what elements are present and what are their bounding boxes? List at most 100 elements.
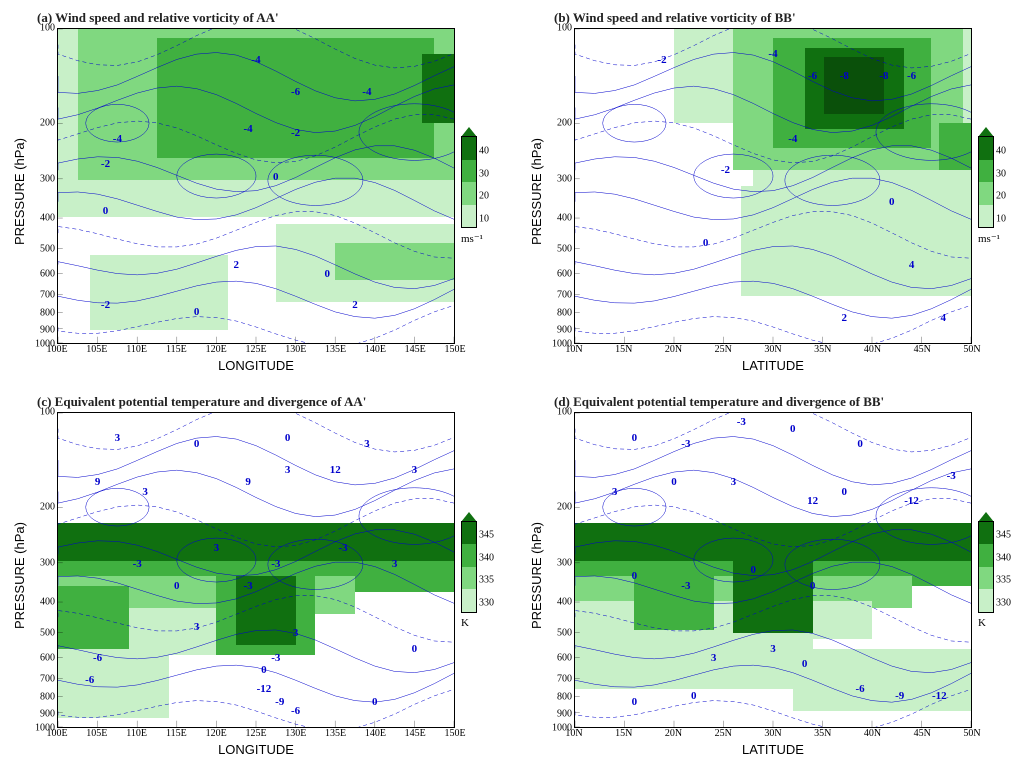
- colorbar-tick: 340: [479, 552, 494, 563]
- xlabel: LATITUDE: [574, 742, 972, 758]
- colorbar: 345340335330K: [461, 412, 497, 728]
- contour-label: -4: [242, 123, 253, 135]
- ytick-label: 600: [40, 268, 55, 279]
- colorbar-unit: ms⁻¹: [461, 232, 483, 245]
- contour-label: 0: [856, 438, 864, 450]
- contour-label: 0: [193, 306, 201, 318]
- xtick-label: 150E: [444, 344, 465, 355]
- ytick-label: 400: [40, 213, 55, 224]
- ytick-label: 600: [40, 652, 55, 663]
- ytick-label: 600: [557, 652, 572, 663]
- contour-label: -8: [878, 70, 889, 82]
- contour-label: -6: [906, 70, 917, 82]
- ytick-label: 200: [557, 502, 572, 513]
- ytick-label: 700: [40, 674, 55, 685]
- contour-label: 3: [363, 438, 371, 450]
- xtick-label: 140E: [365, 728, 386, 739]
- colorbar: 345340335330K: [978, 412, 1014, 728]
- colorbar-tick: 40: [996, 146, 1006, 157]
- xtick-label: 115E: [166, 728, 187, 739]
- ytick-label: 100: [40, 407, 55, 418]
- plot-area: -4-4-4-6-2-2-40020-202: [57, 28, 455, 344]
- panel-c: PRESSURE (hPa)(c) Equivalent potential t…: [10, 394, 497, 758]
- contour-label: 0: [193, 438, 201, 450]
- xtick-label: 25N: [715, 728, 732, 739]
- plot-area: 0-3-300303120-12-30-300330-6-9-1200: [574, 412, 972, 728]
- ylabel: PRESSURE (hPa): [10, 10, 27, 374]
- ytick-label: 200: [40, 118, 55, 129]
- plot-area: 30039393123-33-3-330-333-30-6-6-12-9-600: [57, 412, 455, 728]
- xtick-label: 15N: [615, 344, 632, 355]
- contour-label: -4: [361, 86, 372, 98]
- xtick-label: 50N: [963, 728, 980, 739]
- contour-label: 3: [114, 432, 122, 444]
- xtick-label: 50N: [963, 344, 980, 355]
- contour-label: -4: [767, 48, 778, 60]
- contour-label: 9: [94, 476, 102, 488]
- contour-label: -2: [100, 299, 111, 311]
- ytick-label: 800: [40, 692, 55, 703]
- contour-label: -9: [894, 690, 905, 702]
- xtick-label: 120E: [206, 344, 227, 355]
- colorbar-unit: K: [461, 617, 469, 629]
- contour-label: -3: [680, 580, 691, 592]
- xlabel: LONGITUDE: [57, 358, 455, 374]
- contour-label: 3: [391, 558, 399, 570]
- xtick-label: 15N: [615, 728, 632, 739]
- colorbar-tick: 330: [479, 597, 494, 608]
- colorbar-tick: 340: [996, 552, 1011, 563]
- contour-label: -2: [720, 164, 731, 176]
- contour-label: -6: [290, 705, 301, 717]
- contour-label: -4: [787, 133, 798, 145]
- contour-label: 0: [631, 570, 639, 582]
- contour-label: -6: [84, 674, 95, 686]
- ytick-label: 200: [557, 118, 572, 129]
- ytick-label: 700: [557, 290, 572, 301]
- ytick-label: 800: [557, 692, 572, 703]
- xtick-label: 45N: [914, 728, 931, 739]
- contour-label: 2: [232, 259, 240, 271]
- xtick-label: 100E: [46, 344, 67, 355]
- xtick-label: 20N: [665, 728, 682, 739]
- contour-label: 3: [141, 486, 149, 498]
- xtick-label: 20N: [665, 344, 682, 355]
- xtick-label: 100E: [46, 728, 67, 739]
- contour-label: -3: [338, 542, 349, 554]
- xtick-label: 35N: [814, 344, 831, 355]
- contour-label: -9: [274, 696, 285, 708]
- xtick-label: 110E: [126, 344, 147, 355]
- xtick-label: 110E: [126, 728, 147, 739]
- contour-label: 9: [244, 476, 252, 488]
- contour-label: -4: [250, 54, 261, 66]
- panel-title: (b) Wind speed and relative vorticity of…: [544, 10, 1014, 28]
- contour-label: 0: [841, 486, 849, 498]
- contour-label: -12: [256, 683, 273, 695]
- xtick-label: 120E: [206, 728, 227, 739]
- colorbar: 40302010ms⁻¹: [978, 28, 1014, 344]
- contour-label: 0: [260, 664, 268, 676]
- ytick-label: 100: [40, 23, 55, 34]
- colorbar-tick: 335: [479, 575, 494, 586]
- xtick-label: 105E: [86, 344, 107, 355]
- ytick-label: 400: [557, 213, 572, 224]
- contour-label: 4: [908, 259, 916, 271]
- ytick-label: 800: [557, 308, 572, 319]
- ylabel: PRESSURE (hPa): [10, 394, 27, 758]
- contour-label: 3: [411, 464, 419, 476]
- panel-title: (c) Equivalent potential temperature and…: [27, 394, 497, 412]
- xlabel: LONGITUDE: [57, 742, 455, 758]
- ytick-label: 400: [40, 597, 55, 608]
- contour-label: 0: [690, 690, 698, 702]
- contour-label: 2: [841, 312, 849, 324]
- contour-label: -3: [946, 470, 957, 482]
- contour-label: 0: [809, 580, 817, 592]
- contour-label: 4: [940, 312, 948, 324]
- contour-label: -2: [100, 158, 111, 170]
- figure-grid: PRESSURE (hPa)(a) Wind speed and relativ…: [10, 10, 1014, 758]
- ytick-label: 500: [40, 627, 55, 638]
- contour-label: -3: [270, 652, 281, 664]
- panel-b: PRESSURE (hPa)(b) Wind speed and relativ…: [527, 10, 1014, 374]
- colorbar-tick: 10: [996, 213, 1006, 224]
- ytick-label: 500: [557, 243, 572, 254]
- contour-label: 0: [102, 205, 110, 217]
